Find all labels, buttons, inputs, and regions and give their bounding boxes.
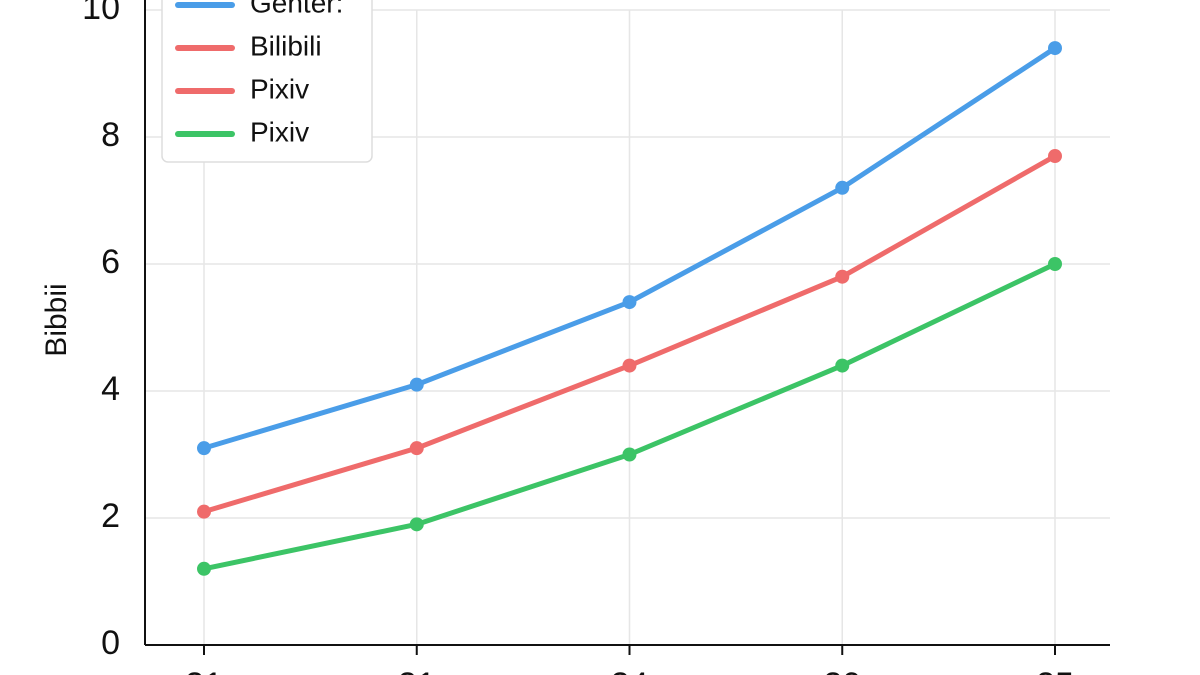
legend-box [161,0,373,163]
point [197,441,211,456]
legend-label: Pixiv [250,116,309,147]
y-tick-label: 6 [101,243,120,281]
y-tick-label: 0 [101,624,120,662]
point [409,517,424,532]
x-tick-label: 20 [823,666,861,675]
point [622,447,637,462]
y-tick-label: 4 [101,370,120,408]
legend-label: Genter: [250,0,343,18]
y-tick-label: 2 [101,497,120,535]
x-tick-label: 21 [398,666,436,675]
point [1048,257,1062,271]
point [1048,41,1062,56]
x-tick-label: 21 [185,666,223,675]
point [835,180,850,195]
x-tick-label: 25 [1036,666,1074,675]
point [622,358,637,373]
y-axis-label: Bibbii [40,283,73,356]
y-tick-label: 10 [82,0,120,27]
point [409,441,424,456]
x-tick-label: 24 [611,666,649,675]
legend-label: Bilibili [250,30,322,61]
point [1048,149,1062,164]
point [835,269,850,284]
point [835,358,850,373]
legend: Genter: Bilibili Pixiv Pixiv [161,0,373,163]
point [409,377,424,392]
point [197,561,211,576]
legend-label: Pixiv [250,73,309,104]
point [197,504,211,519]
point [622,295,637,310]
y-tick-label: 8 [101,116,120,154]
